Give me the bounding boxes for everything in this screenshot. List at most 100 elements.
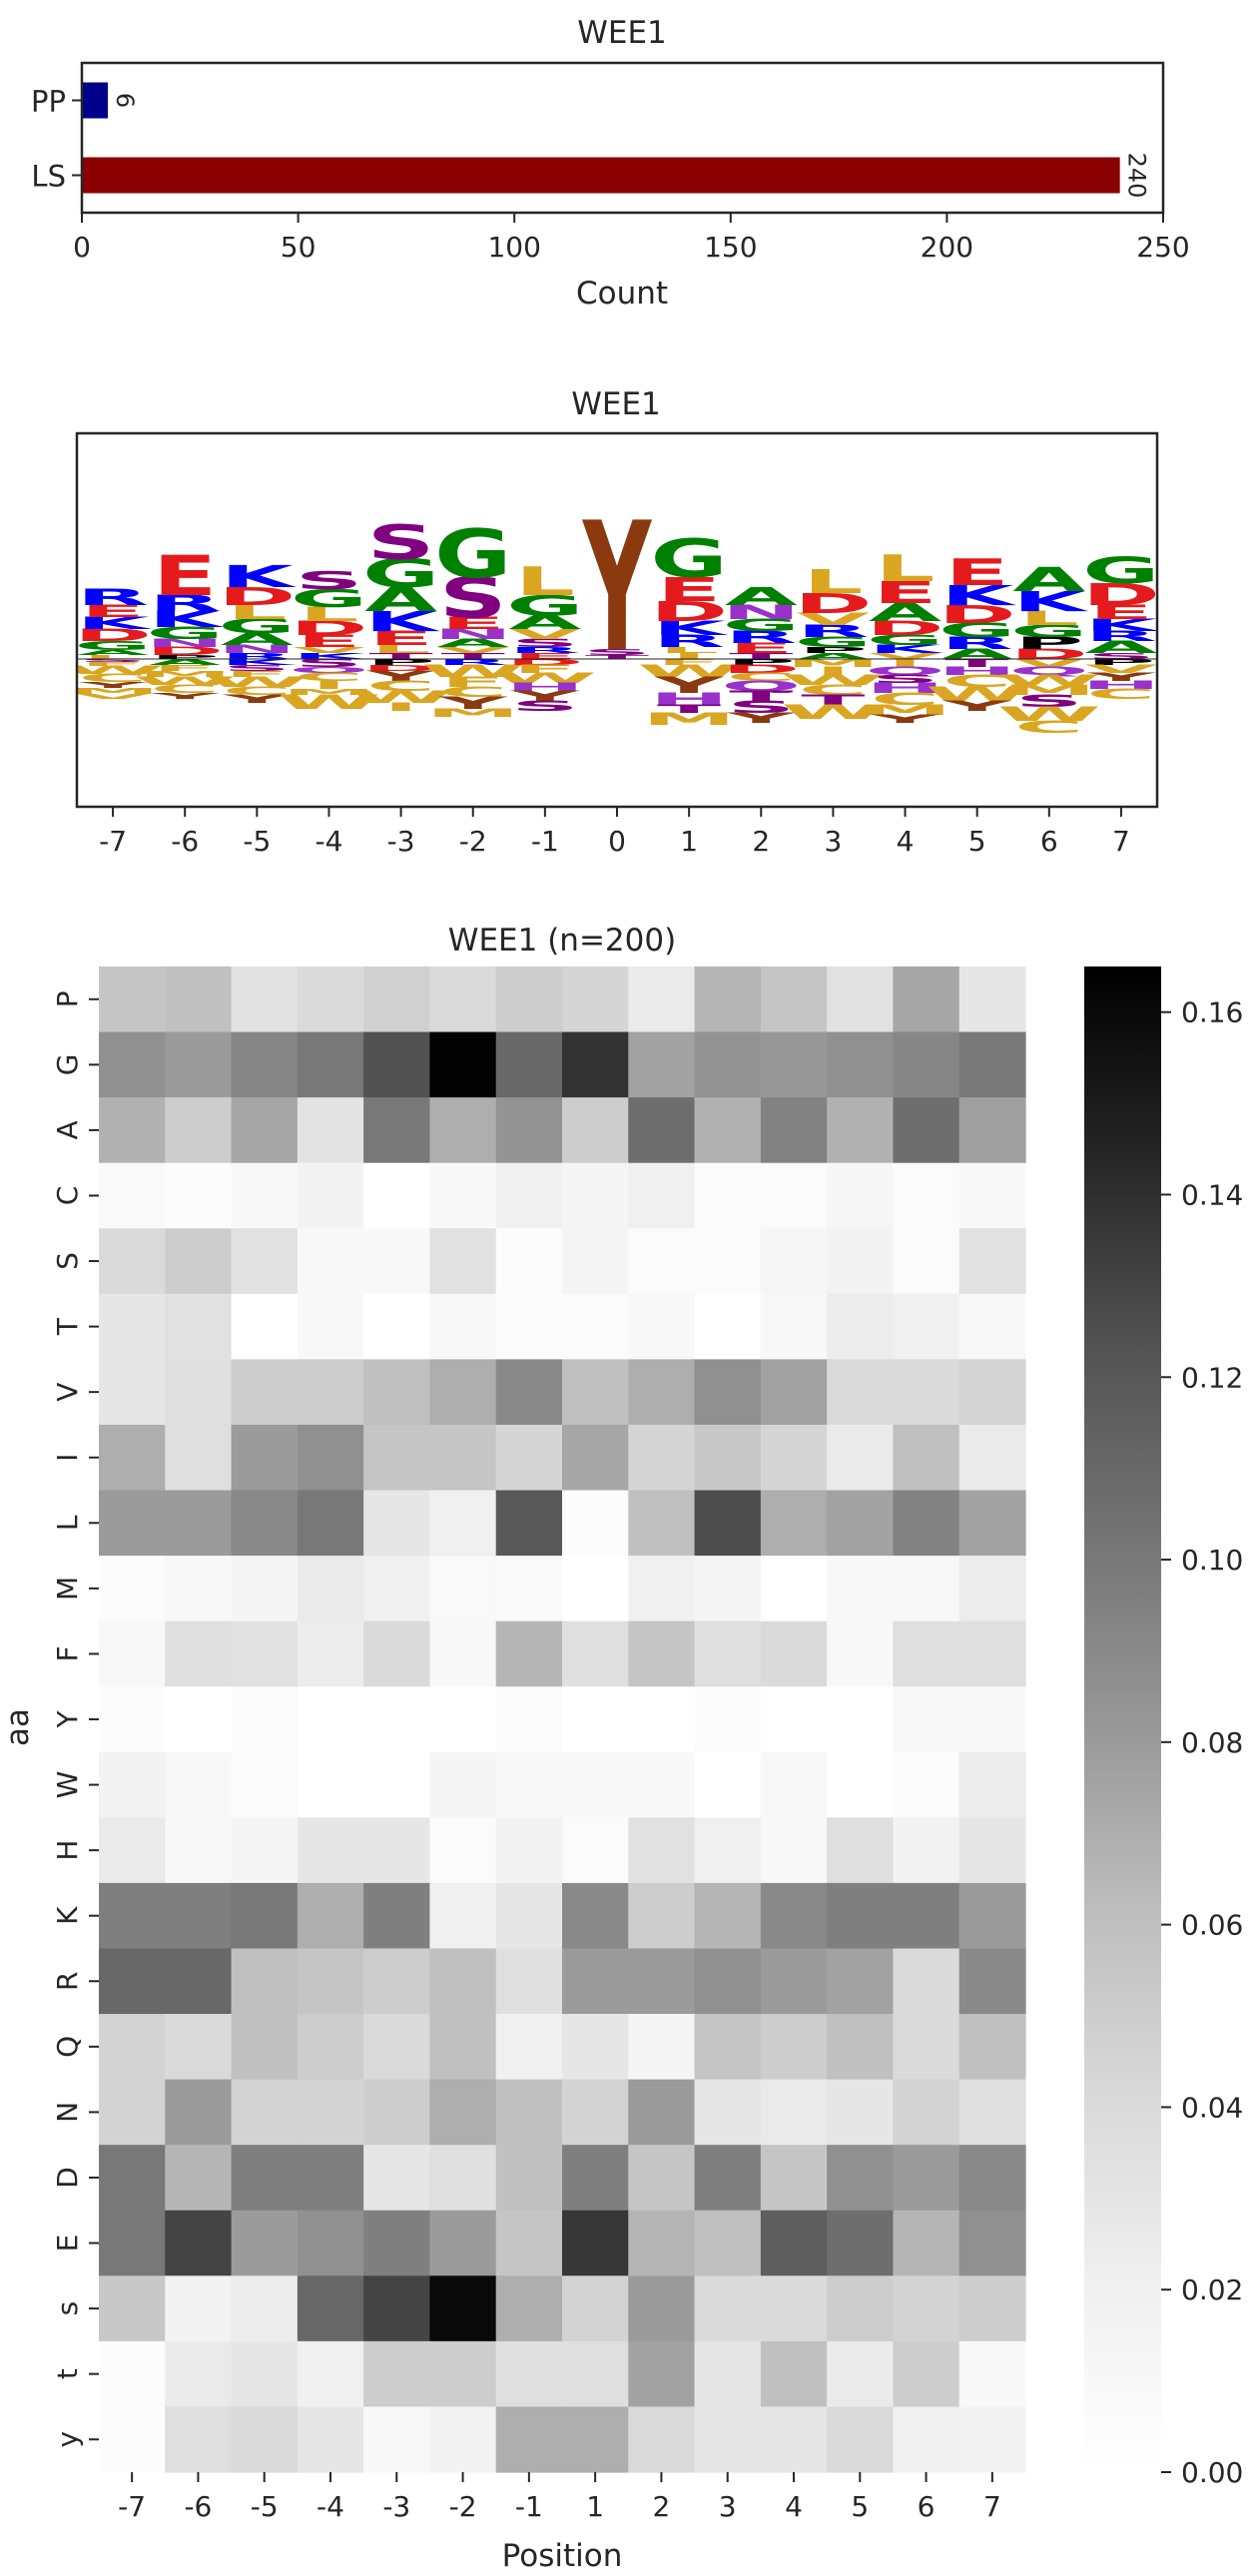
heatmap-cell-I--3 [363,1424,431,1492]
heatmap-y-tick-label-P: P [51,990,84,1007]
heatmap-cell-M-1 [562,1556,629,1622]
logo-letter-pos-7-up-1-A: A [77,649,150,657]
logo-letter-pos-7-down-3-C: C [79,672,148,685]
heatmap-cell-T--6 [165,1293,233,1360]
heatmap-cell-G-2 [628,1031,696,1098]
heatmap-cell-y-2 [628,2406,696,2473]
heatmap-cell-t-6 [893,2340,960,2408]
heatmap-cell-W-4 [760,1751,828,1818]
logo-letter-pos-1-up-4-A: A [508,611,581,634]
logo-letter-pos3-up-4-V: V [797,609,870,628]
logo-letter-pos-4-down-5-W: W [278,691,381,714]
heatmap-cell-E-2 [628,2210,696,2276]
logo-letter-pos-5-down-4-C: C [223,685,292,698]
heatmap-y-tick-label-A: A [51,1120,84,1139]
x-tick-label-0: 0 [73,231,91,264]
heatmap-cell-t--5 [231,2340,299,2408]
logo-letter-pos-3-up-6-S: S [367,515,435,570]
heatmap-cell-T--7 [99,1293,166,1360]
heatmap-cell-I--1 [495,1424,563,1492]
heatmap-cell-G-4 [760,1031,828,1098]
heatmap-cell-V-4 [760,1359,828,1426]
heatmap-cell-P-7 [958,966,1026,1033]
heatmap-cell-R--2 [429,1948,497,2015]
logo-letter-pos-1-up-2-S: S [511,637,579,650]
logo-letter-pos6-down-1-Q: Q [1009,665,1089,678]
heatmap-cell-T--5 [231,1293,299,1360]
heatmap-cell-N--6 [165,2079,233,2146]
heatmap-cell-S--2 [429,1228,497,1295]
logo-letter-pos-6-up-6-E: E [153,544,217,609]
heatmap-cell-y--1 [495,2406,563,2473]
logo-x-tick-label-4: 4 [897,825,915,858]
heatmap-cell-L--2 [429,1490,497,1557]
logo-letter-pos7-down-1-V: V [1084,663,1157,676]
heatmap-cell-G-6 [893,1031,960,1098]
heatmap-cell-G-3 [694,1031,762,1098]
heatmap-cell-t--4 [297,2340,364,2408]
heatmap-cell-t-4 [760,2340,828,2408]
logo-letter-pos7-down-2-Y: Y [1085,671,1157,684]
logo-letter-pos0-up-1-S: S [583,647,651,657]
heatmap-cell-I-6 [893,1424,960,1492]
heatmap-cell-C-5 [827,1162,895,1229]
heatmap-cell-G--7 [99,1031,166,1098]
y-tick-label-PP: PP [31,85,66,119]
heatmap-cell-S--7 [99,1228,166,1295]
logo-letter-pos-6-up-4-K: K [149,607,226,633]
heatmap-cell-y-4 [760,2406,828,2473]
heatmap-cell-W-2 [628,1751,696,1818]
heatmap-cell-V-7 [958,1359,1026,1426]
logo-letter-pos6-down-5-W: W [997,703,1101,726]
colorbar-tick-label-0.14: 0.14 [1181,1178,1243,1211]
heatmap-cell-H--5 [231,1817,299,1884]
heatmap-cell-M-6 [893,1556,960,1622]
logo-letter-pos-5-down-3-W: W [205,674,309,690]
heatmap-cell-S-1 [562,1228,629,1295]
heatmap-cell-Y-1 [562,1686,629,1753]
heatmap-cell-I-7 [958,1424,1026,1492]
heatmap-cell-H--7 [99,1817,166,1884]
heatmap-x-tick-label--3: -3 [382,2490,410,2523]
logo-letter-pos-4-down-1-Q: Q [289,665,368,675]
logo-letter-pos7-up-4-E: E [1089,601,1153,624]
logo-letter-pos2-down-2-C: C [727,671,796,684]
heatmap-x-tick-label--5: -5 [251,2490,279,2523]
logo-x-tick-label-0: 0 [608,825,626,858]
heatmap-cell-R-6 [893,1948,960,2015]
heatmap-cell-T-6 [893,1293,960,1360]
heatmap-cell-H-4 [760,1817,828,1884]
heatmap-cell-I-4 [760,1424,828,1492]
heatmap-cell-K-2 [628,1882,696,1950]
logo-letter-pos-7-down-2-W: W [61,664,165,677]
heatmap-cell-F-2 [628,1620,696,1687]
heatmap-cell-V--4 [297,1359,364,1426]
heatmap-cell-S-4 [760,1228,828,1295]
heatmap-cell-Q--4 [297,2014,364,2081]
logo-letter-pos-6-down-3-W: W [133,675,237,688]
heatmap-cell-M-7 [958,1556,1026,1622]
heatmap-cell-S--5 [231,1228,299,1295]
logo-letter-pos7-down-3-H: H [1082,679,1161,692]
logo-letter-pos1-down-5-M: M [642,709,736,728]
heatmap-cell-F--1 [495,1620,563,1687]
heatmap-cell-M--6 [165,1556,233,1622]
heatmap-y-tick-label-K: K [51,1906,84,1925]
heatmap-cell-Q-6 [893,2014,960,2081]
logo-letter-pos7-up-2-R: R [1085,628,1158,644]
heatmap-cell-K--6 [165,1882,233,1950]
logo-letter-pos-7-down-0-S: S [79,658,147,663]
logo-letter-pos6-down-2-W: W [997,672,1101,688]
logo-letter-pos-5-up-3-G: G [219,615,296,638]
heatmap-cell-s--7 [99,2275,166,2342]
heatmap-cell-A--7 [99,1097,166,1164]
logo-letter-pos-4-up-2-E: E [297,631,360,650]
bar-PP [82,82,108,119]
logo-letter-pos-6-down-5-Y: Y [150,691,222,701]
heatmap-cell-R--6 [165,1948,233,2015]
bar-chart-marks: PP 6 LS 240 0 50 100 150 200 250 [31,82,1190,264]
value-label-PP: 6 [111,93,139,108]
heatmap-x-tick-label--1: -1 [515,2490,543,2523]
heatmap-cell-R-5 [827,1948,895,2015]
heatmap-cell-I-1 [562,1424,629,1492]
